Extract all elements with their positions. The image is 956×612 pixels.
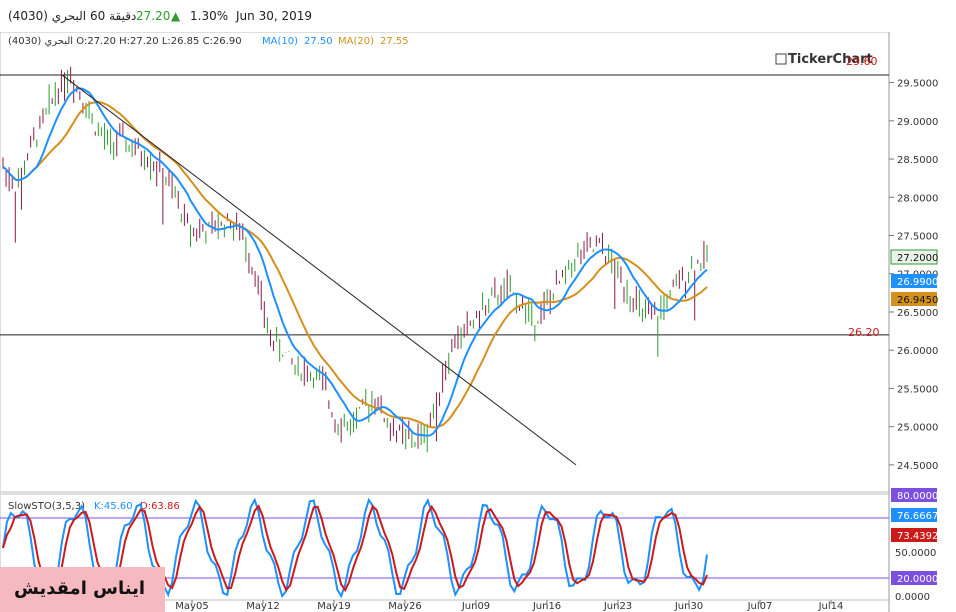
- last-price-tag: [890, 249, 938, 265]
- up-arrow-icon: ▲: [171, 9, 181, 23]
- ma20-line: [2, 100, 708, 429]
- price-tick-label: 28.5000: [897, 155, 938, 166]
- header-date: Jun 30, 2019: [236, 9, 313, 23]
- ma10-value: 27.50: [304, 36, 333, 47]
- stoch-80-tag-text: 80.0000: [897, 491, 938, 502]
- price-bars: [2, 66, 708, 453]
- stoch-0-tick: 0.0000: [895, 592, 930, 603]
- price-tick-label: 29.0000: [897, 117, 938, 128]
- price-tick-label: 25.5000: [897, 384, 938, 395]
- ma10-tag-text: 26.9900: [897, 277, 938, 288]
- stoch-d-line: [2, 504, 708, 593]
- time-tick-label: Jul14: [818, 601, 844, 612]
- trendline[interactable]: [61, 74, 577, 466]
- price-tick-label: 27.5000: [897, 232, 938, 243]
- stoch-k-tag-text: 76.6667: [897, 511, 938, 522]
- change-percent: 1.30%: [190, 9, 229, 23]
- last-price-tag-text: 27.2000: [897, 253, 938, 264]
- stoch-80-tag: [891, 488, 937, 502]
- header-bar: (4030) البحري 60 دقيقة 27.20 ▲ 1.30% Jun…: [0, 0, 956, 32]
- stoch-label: SlowSTO(3,5,3): [8, 501, 85, 512]
- ma20-value: 27.55: [380, 36, 409, 47]
- symbol-name[interactable]: (4030) البحري: [8, 9, 87, 23]
- stoch-50-tick: 50.0000: [895, 548, 936, 559]
- ma10-tag: [891, 274, 937, 288]
- time-tick-label: May19: [317, 601, 350, 612]
- top-level-label: 29.60: [846, 55, 878, 68]
- time-tick-label: May05: [175, 601, 208, 612]
- ma10-line: [2, 87, 708, 437]
- timeframe[interactable]: 60 دقيقة: [90, 9, 137, 23]
- price-tick-label: 29.5000: [897, 79, 938, 90]
- time-tick-label: Jun30: [674, 601, 703, 612]
- price-chart[interactable]: (4030) البحري O:27.20 H:27.20 L:26.85 C:…: [0, 32, 956, 612]
- stoch-k-line: [2, 497, 708, 599]
- price-tick-label: 26.0000: [897, 346, 938, 357]
- stoch-d-label: D:63.86: [140, 501, 180, 512]
- price-tick-label: 26.5000: [897, 308, 938, 319]
- stoch-d-tag: [891, 528, 937, 542]
- stoch-d-tag-text: 73.4392: [897, 531, 938, 542]
- ma20-tag-text: 26.9450: [897, 295, 938, 306]
- support-level-label: 26.20: [848, 326, 880, 339]
- time-tick-label: Jul07: [747, 601, 773, 612]
- time-tick-label: May12: [246, 601, 279, 612]
- price-levels: [0, 74, 889, 336]
- stoch-k-label: K:45.60: [94, 501, 133, 512]
- watermark-box: [0, 567, 165, 612]
- ma20-tag: [891, 292, 937, 306]
- ma10-label: MA(10): [262, 36, 298, 47]
- price-tick-label: 28.0000: [897, 193, 938, 204]
- ohlc-legend: (4030) البحري O:27.20 H:27.20 L:26.85 C:…: [8, 36, 242, 47]
- time-tick-label: May26: [388, 601, 421, 612]
- price-tick-label: 24.5000: [897, 461, 938, 472]
- tickerchart-logo-icon: [775, 53, 787, 65]
- price-tick-label: 25.0000: [897, 423, 938, 434]
- stoch-20-tag: [891, 571, 937, 585]
- time-tick-label: Jun09: [461, 601, 490, 612]
- stoch-20-tag-text: 20.0000: [897, 574, 938, 585]
- watermark-text: ايناس امقديش: [14, 578, 146, 599]
- time-tick-label: Jun16: [532, 601, 561, 612]
- brand-watermark: TickerChart: [788, 52, 873, 67]
- last-price: 27.20: [136, 9, 171, 23]
- ma20-label: MA(20): [338, 36, 374, 47]
- stoch-k-tag: [891, 508, 937, 522]
- time-tick-label: Jun23: [603, 601, 632, 612]
- stoch-plot: [0, 497, 889, 599]
